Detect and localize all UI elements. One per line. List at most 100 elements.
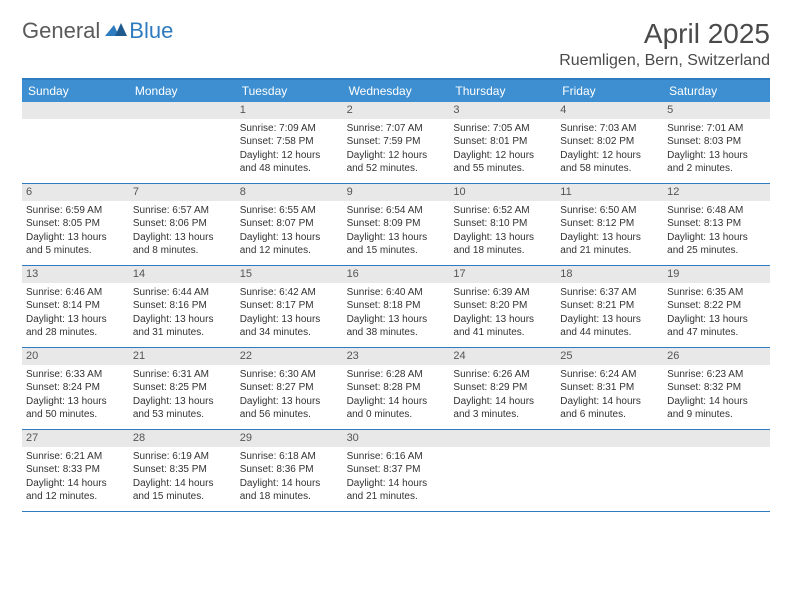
sunset-line: Sunset: 8:32 PM [667, 381, 766, 395]
sunset-line: Sunset: 8:03 PM [667, 135, 766, 149]
sunrise-line: Sunrise: 6:35 AM [667, 286, 766, 300]
day-number: 27 [22, 430, 129, 447]
sunset-line: Sunset: 8:14 PM [26, 299, 125, 313]
weekday-header: Friday [556, 80, 663, 102]
calendar-cell: 7Sunrise: 6:57 AMSunset: 8:06 PMDaylight… [129, 184, 236, 266]
day-number: 19 [663, 266, 770, 283]
daylight-line: Daylight: 12 hours and 58 minutes. [560, 149, 659, 176]
sunset-line: Sunset: 8:16 PM [133, 299, 232, 313]
calendar-cell: 14Sunrise: 6:44 AMSunset: 8:16 PMDayligh… [129, 266, 236, 348]
day-number: 10 [449, 184, 556, 201]
month-title: April 2025 [559, 18, 770, 50]
weekday-header: Thursday [449, 80, 556, 102]
calendar-cell [663, 430, 770, 512]
calendar-cell: 27Sunrise: 6:21 AMSunset: 8:33 PMDayligh… [22, 430, 129, 512]
day-number: 3 [449, 102, 556, 119]
calendar-cell: 4 Sunrise: 7:03 AMSunset: 8:02 PMDaylight… [556, 102, 663, 184]
sunrise-line: Sunrise: 6:31 AM [133, 368, 232, 382]
day-number: 25 [556, 348, 663, 365]
weekday-header: Tuesday [236, 80, 343, 102]
weekday-header: Saturday [663, 80, 770, 102]
calendar-cell: 17Sunrise: 6:39 AMSunset: 8:20 PMDayligh… [449, 266, 556, 348]
day-number-empty [556, 430, 663, 447]
day-number: 2 [343, 102, 450, 119]
calendar-cell [129, 102, 236, 184]
sunset-line: Sunset: 8:29 PM [453, 381, 552, 395]
calendar-cell: 10Sunrise: 6:52 AMSunset: 8:10 PMDayligh… [449, 184, 556, 266]
calendar-cell: 11Sunrise: 6:50 AMSunset: 8:12 PMDayligh… [556, 184, 663, 266]
calendar-cell [22, 102, 129, 184]
daylight-line: Daylight: 13 hours and 12 minutes. [240, 231, 339, 258]
calendar-cell: 3Sunrise: 7:05 AMSunset: 8:01 PMDaylight… [449, 102, 556, 184]
calendar: SundayMondayTuesdayWednesdayThursdayFrid… [22, 78, 770, 512]
calendar-cell: 20Sunrise: 6:33 AMSunset: 8:24 PMDayligh… [22, 348, 129, 430]
logo-text-blue: Blue [129, 18, 173, 44]
day-number-empty [663, 430, 770, 447]
sunset-line: Sunset: 7:58 PM [240, 135, 339, 149]
sunset-line: Sunset: 8:36 PM [240, 463, 339, 477]
sunrise-line: Sunrise: 6:26 AM [453, 368, 552, 382]
location: Ruemligen, Bern, Switzerland [559, 52, 770, 70]
day-number: 22 [236, 348, 343, 365]
daylight-line: Daylight: 14 hours and 6 minutes. [560, 395, 659, 422]
daylight-line: Daylight: 13 hours and 47 minutes. [667, 313, 766, 340]
sunset-line: Sunset: 8:25 PM [133, 381, 232, 395]
daylight-line: Daylight: 14 hours and 21 minutes. [347, 477, 446, 504]
calendar-cell: 15Sunrise: 6:42 AMSunset: 8:17 PMDayligh… [236, 266, 343, 348]
daylight-line: Daylight: 13 hours and 53 minutes. [133, 395, 232, 422]
day-number: 24 [449, 348, 556, 365]
sunset-line: Sunset: 8:05 PM [26, 217, 125, 231]
sunset-line: Sunset: 8:33 PM [26, 463, 125, 477]
sunset-line: Sunset: 8:07 PM [240, 217, 339, 231]
sunset-line: Sunset: 8:18 PM [347, 299, 446, 313]
sunset-line: Sunset: 8:12 PM [560, 217, 659, 231]
day-number: 14 [129, 266, 236, 283]
daylight-line: Daylight: 14 hours and 0 minutes. [347, 395, 446, 422]
day-number: 23 [343, 348, 450, 365]
daylight-line: Daylight: 13 hours and 21 minutes. [560, 231, 659, 258]
sunrise-line: Sunrise: 7:01 AM [667, 122, 766, 136]
sunset-line: Sunset: 8:21 PM [560, 299, 659, 313]
calendar-cell: 23Sunrise: 6:28 AMSunset: 8:28 PMDayligh… [343, 348, 450, 430]
sunset-line: Sunset: 8:20 PM [453, 299, 552, 313]
calendar-cell: 19 Sunrise: 6:35 AMSunset: 8:22 PMDayligh… [663, 266, 770, 348]
day-number: 4 [556, 102, 663, 119]
calendar-cell: 2Sunrise: 7:07 AMSunset: 7:59 PMDaylight… [343, 102, 450, 184]
calendar-cell: 21Sunrise: 6:31 AMSunset: 8:25 PMDayligh… [129, 348, 236, 430]
weekday-header: Sunday [22, 80, 129, 102]
sunset-line: Sunset: 8:22 PM [667, 299, 766, 313]
day-number: 13 [22, 266, 129, 283]
page: General Blue April 2025 Ruemligen, Bern,… [0, 0, 792, 530]
sunset-line: Sunset: 8:28 PM [347, 381, 446, 395]
sunrise-line: Sunrise: 7:07 AM [347, 122, 446, 136]
daylight-line: Daylight: 13 hours and 56 minutes. [240, 395, 339, 422]
day-number-empty [129, 102, 236, 119]
day-number: 29 [236, 430, 343, 447]
daylight-line: Daylight: 14 hours and 3 minutes. [453, 395, 552, 422]
day-number: 8 [236, 184, 343, 201]
sunrise-line: Sunrise: 6:21 AM [26, 450, 125, 464]
day-number: 9 [343, 184, 450, 201]
sunset-line: Sunset: 7:59 PM [347, 135, 446, 149]
sunrise-line: Sunrise: 6:16 AM [347, 450, 446, 464]
calendar-cell: 25Sunrise: 6:24 AMSunset: 8:31 PMDayligh… [556, 348, 663, 430]
sunrise-line: Sunrise: 6:42 AM [240, 286, 339, 300]
sunset-line: Sunset: 8:17 PM [240, 299, 339, 313]
day-number-empty [22, 102, 129, 119]
title-block: April 2025 Ruemligen, Bern, Switzerland [559, 18, 770, 70]
day-number: 17 [449, 266, 556, 283]
sunset-line: Sunset: 8:02 PM [560, 135, 659, 149]
sunset-line: Sunset: 8:27 PM [240, 381, 339, 395]
sunrise-line: Sunrise: 6:19 AM [133, 450, 232, 464]
day-number: 20 [22, 348, 129, 365]
sunrise-line: Sunrise: 6:57 AM [133, 204, 232, 218]
sunrise-line: Sunrise: 6:37 AM [560, 286, 659, 300]
daylight-line: Daylight: 13 hours and 5 minutes. [26, 231, 125, 258]
sunrise-line: Sunrise: 6:52 AM [453, 204, 552, 218]
sunrise-line: Sunrise: 7:03 AM [560, 122, 659, 136]
daylight-line: Daylight: 13 hours and 25 minutes. [667, 231, 766, 258]
day-number: 6 [22, 184, 129, 201]
calendar-cell: 8Sunrise: 6:55 AMSunset: 8:07 PMDaylight… [236, 184, 343, 266]
sunrise-line: Sunrise: 6:24 AM [560, 368, 659, 382]
sunset-line: Sunset: 8:06 PM [133, 217, 232, 231]
